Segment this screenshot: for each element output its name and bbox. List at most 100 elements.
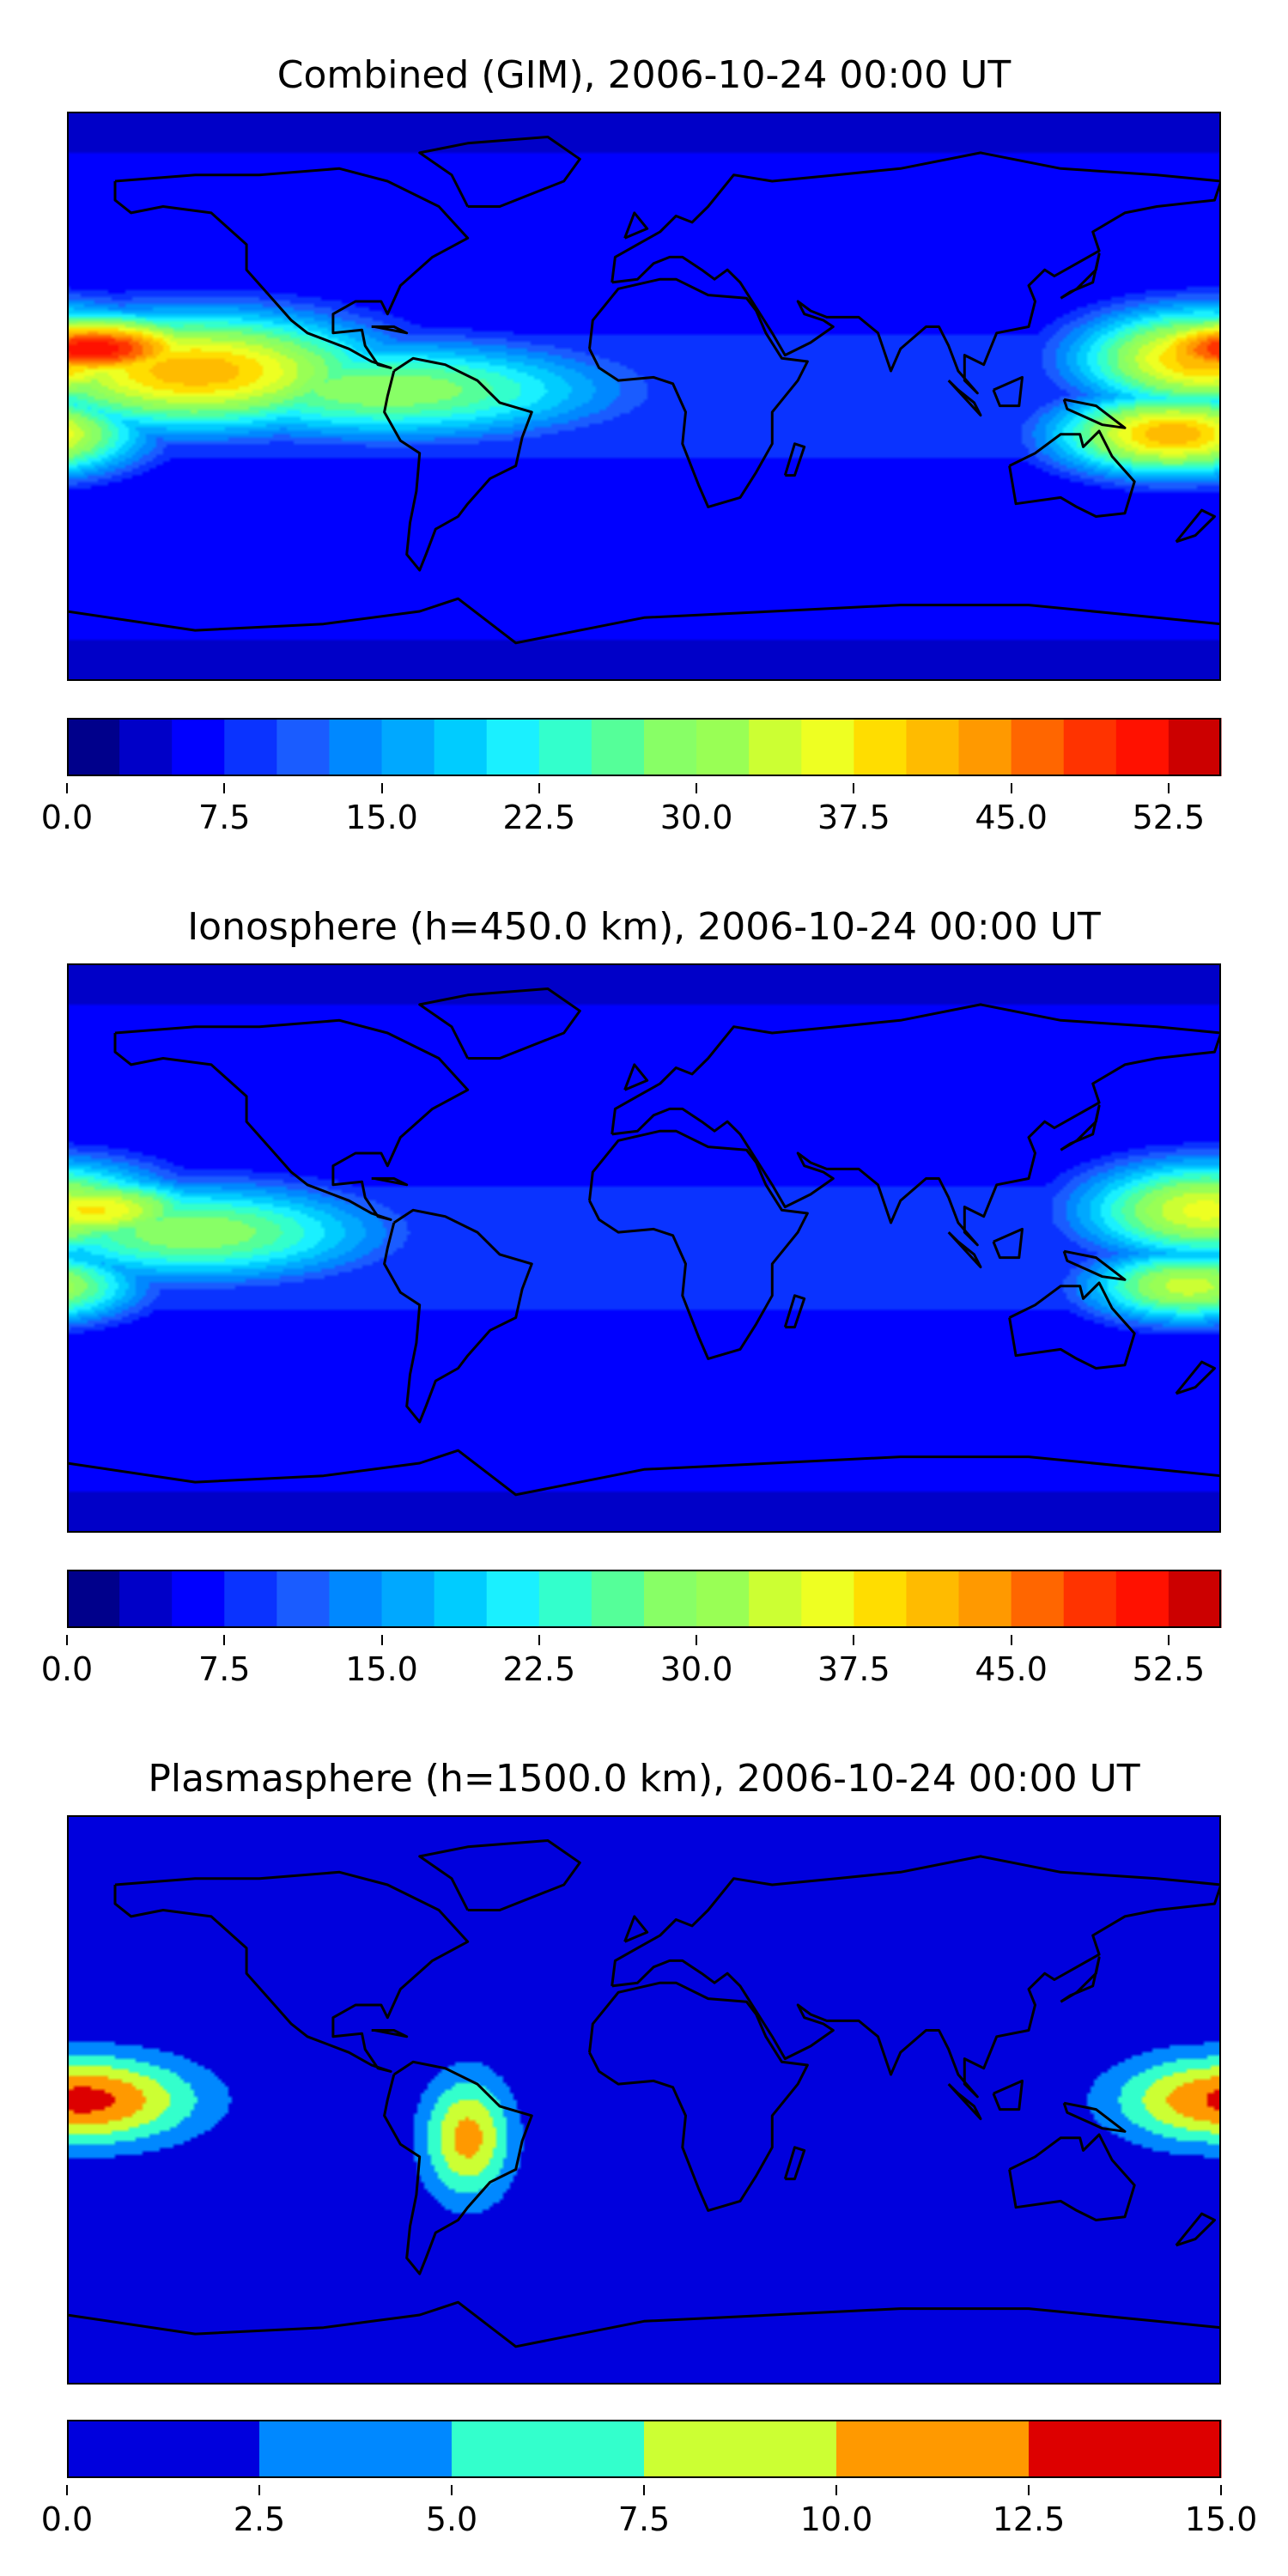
colorbar-tick-mark (258, 2485, 260, 2495)
colorbar-tick-label: 15.0 (345, 1650, 418, 1688)
chart-title: Plasmasphere (h=1500.0 km), 2006-10-24 0… (148, 1757, 1140, 1801)
heatmap-field (67, 112, 1221, 681)
coastline (371, 2029, 409, 2038)
coastline (947, 1231, 982, 1269)
coastline (588, 277, 809, 508)
coastline (611, 1003, 1221, 1247)
colorbar-ticks: 0.0 7.5 15.0 22.5 30.0 37.5 45.0 52.5 (41, 1635, 1221, 1693)
coastline (947, 380, 982, 417)
colorbar-tick-label: 22.5 (502, 799, 576, 836)
colorbar-segment (452, 2420, 645, 2478)
colorbar-segment (259, 2420, 453, 2478)
heatmap-map (67, 112, 1221, 681)
colorbar-tick-mark (1010, 1635, 1012, 1645)
colorbar-segment (119, 718, 173, 776)
colorbar-tick-mark (853, 1635, 855, 1645)
colorbar-tick-label: 0.0 (40, 2500, 94, 2538)
colorbar-segment (224, 1570, 277, 1628)
colorbar-segment (958, 1570, 1012, 1628)
colorbar-segment (591, 1570, 645, 1628)
colorbar-tick-label: 15.0 (345, 799, 418, 836)
colorbar-tick-label: 0.0 (40, 799, 94, 836)
colorbar-segment (172, 1570, 225, 1628)
coastline (992, 2079, 1024, 2111)
colorbar-tick-label: 5.0 (425, 2500, 478, 2538)
colorbar-segment (1221, 1570, 1222, 1628)
coastline (1008, 2133, 1136, 2221)
coastline (588, 1129, 809, 1360)
colorbar-frame (67, 718, 1221, 776)
coastline (623, 1063, 649, 1091)
coastline (1060, 1104, 1101, 1151)
colorbar-segment (329, 718, 383, 776)
coastline (947, 2083, 982, 2121)
colorbar-tick-mark (451, 2485, 453, 2495)
colorbar-segment (696, 1570, 750, 1628)
colorbar-tick-label: 37.5 (817, 1650, 890, 1688)
heatmap-map (67, 963, 1221, 1533)
coastline (783, 2146, 806, 2181)
coastline (383, 1208, 533, 1424)
colorbar-tick-mark (696, 783, 698, 793)
colorbar-segment (1115, 1570, 1170, 1628)
map-frame (67, 1815, 1221, 2385)
colorbar-segment (1168, 718, 1222, 776)
colorbar-tick-label: 37.5 (817, 799, 890, 836)
colorbar-segment (696, 718, 750, 776)
colorbar-tick-label: 7.5 (617, 2500, 671, 2538)
colorbar-segment (224, 718, 277, 776)
colorbar-segment (538, 1570, 592, 1628)
coastline (113, 1018, 470, 1221)
colorbar-tick-label: 52.5 (1132, 1650, 1206, 1688)
colorbar-ticks: 0.0 7.5 15.0 22.5 30.0 37.5 45.0 52.5 (41, 783, 1221, 841)
colorbar-tick-label: 2.5 (233, 2500, 286, 2538)
colorbar-tick-mark (223, 783, 226, 793)
colorbar-tick-label: 0.0 (40, 1650, 94, 1688)
coastline (992, 1227, 1024, 1260)
colorbar-segment (801, 1570, 854, 1628)
chart-title: Combined (GIM), 2006-10-24 00:00 UT (276, 53, 1012, 97)
colorbar-frame (67, 2420, 1221, 2478)
coastline (1008, 429, 1136, 518)
colorbar-tick-label: 10.0 (799, 2500, 873, 2538)
colorbar-segment (486, 1570, 540, 1628)
colorbar-tick-label: 7.5 (198, 799, 251, 836)
colorbar-segment (1115, 718, 1170, 776)
coastline (783, 442, 806, 477)
colorbar-tick-mark (1167, 1635, 1170, 1645)
coastline (611, 151, 1221, 395)
colorbar-segment (1221, 718, 1222, 776)
colorbar-tick-label: 45.0 (975, 799, 1048, 836)
colorbar-tick-mark (380, 1635, 383, 1645)
coastline (371, 325, 409, 335)
coastline (418, 1839, 581, 1911)
colorbar-segment (172, 718, 225, 776)
coastline (371, 1177, 409, 1187)
colorbar-segment (276, 718, 330, 776)
coastline (383, 2060, 533, 2275)
colorbar-segment (67, 2420, 260, 2478)
colorbar-segment (486, 718, 540, 776)
colorbar-tick-mark (66, 1635, 68, 1645)
colorbar-segment (749, 1570, 802, 1628)
colorbar-segment (1063, 1570, 1117, 1628)
colorbar-tick-label: 7.5 (198, 1650, 251, 1688)
colorbar-segment (329, 1570, 383, 1628)
coastline (1062, 2101, 1127, 2133)
colorbar-ticks: 0.0 2.5 5.0 7.5 10.0 12.5 15.0 (41, 2485, 1257, 2543)
colorbar-segment (836, 2420, 1030, 2478)
coastline (611, 1855, 1221, 2099)
heatmap-map (67, 1815, 1221, 2385)
colorbar-tick-label: 45.0 (975, 1650, 1048, 1688)
coastline (1060, 1956, 1101, 2003)
colorbar-tick-mark (380, 783, 383, 793)
colorbar-segment (854, 1570, 907, 1628)
colorbar-segment (1011, 718, 1065, 776)
colorbar-segment (67, 1570, 120, 1628)
colorbar-frame (67, 1570, 1221, 1628)
colorbar-segment (906, 718, 960, 776)
colorbar-segment (538, 718, 592, 776)
coastline (992, 375, 1024, 408)
colorbar-tick-mark (538, 1635, 540, 1645)
colorbar-segment (434, 718, 488, 776)
